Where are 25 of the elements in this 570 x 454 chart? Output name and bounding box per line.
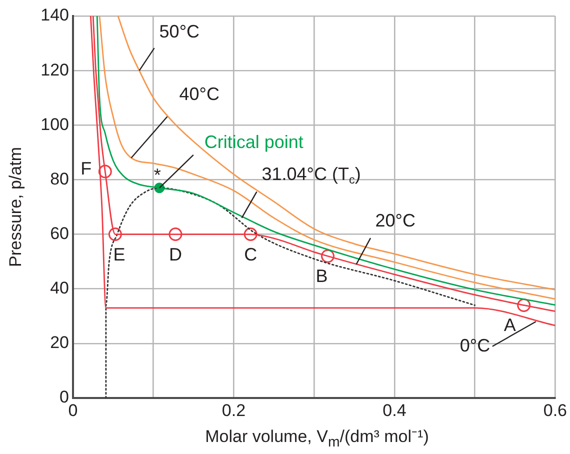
annotation: 20°C xyxy=(375,210,416,230)
y-tick-label: 140 xyxy=(40,6,69,25)
annotation: E xyxy=(113,244,126,264)
x-tick-label: 0.6 xyxy=(543,400,568,420)
annotation: * xyxy=(154,164,161,185)
x-tick-label: 0.2 xyxy=(222,400,246,420)
x-tick-label: 0.4 xyxy=(382,400,406,420)
y-tick-label: 60 xyxy=(50,224,69,243)
annotation: A xyxy=(504,315,516,336)
y-tick-label: 80 xyxy=(50,169,69,188)
y-tick-label: 120 xyxy=(40,60,69,80)
annotation: D xyxy=(168,244,182,264)
annotation: C xyxy=(244,244,258,264)
annotation: 50°C xyxy=(159,22,200,42)
y-axis-title: Pressure, p/atm xyxy=(6,147,25,267)
annotation: 40°C xyxy=(179,84,220,104)
text: Critical point xyxy=(204,132,304,152)
annotation: B xyxy=(316,266,328,286)
y-tick-label: 0 xyxy=(60,388,69,407)
x-axis-title: Molar volume, V$_{m}$/(dm³ mol⁻¹) xyxy=(204,426,430,450)
y-tick-label: 20 xyxy=(50,333,69,352)
annotation: F xyxy=(80,158,92,178)
annotation: 0°C xyxy=(460,336,490,356)
y-tick-label: 100 xyxy=(40,114,69,134)
y-tick-label: 40 xyxy=(50,278,69,298)
